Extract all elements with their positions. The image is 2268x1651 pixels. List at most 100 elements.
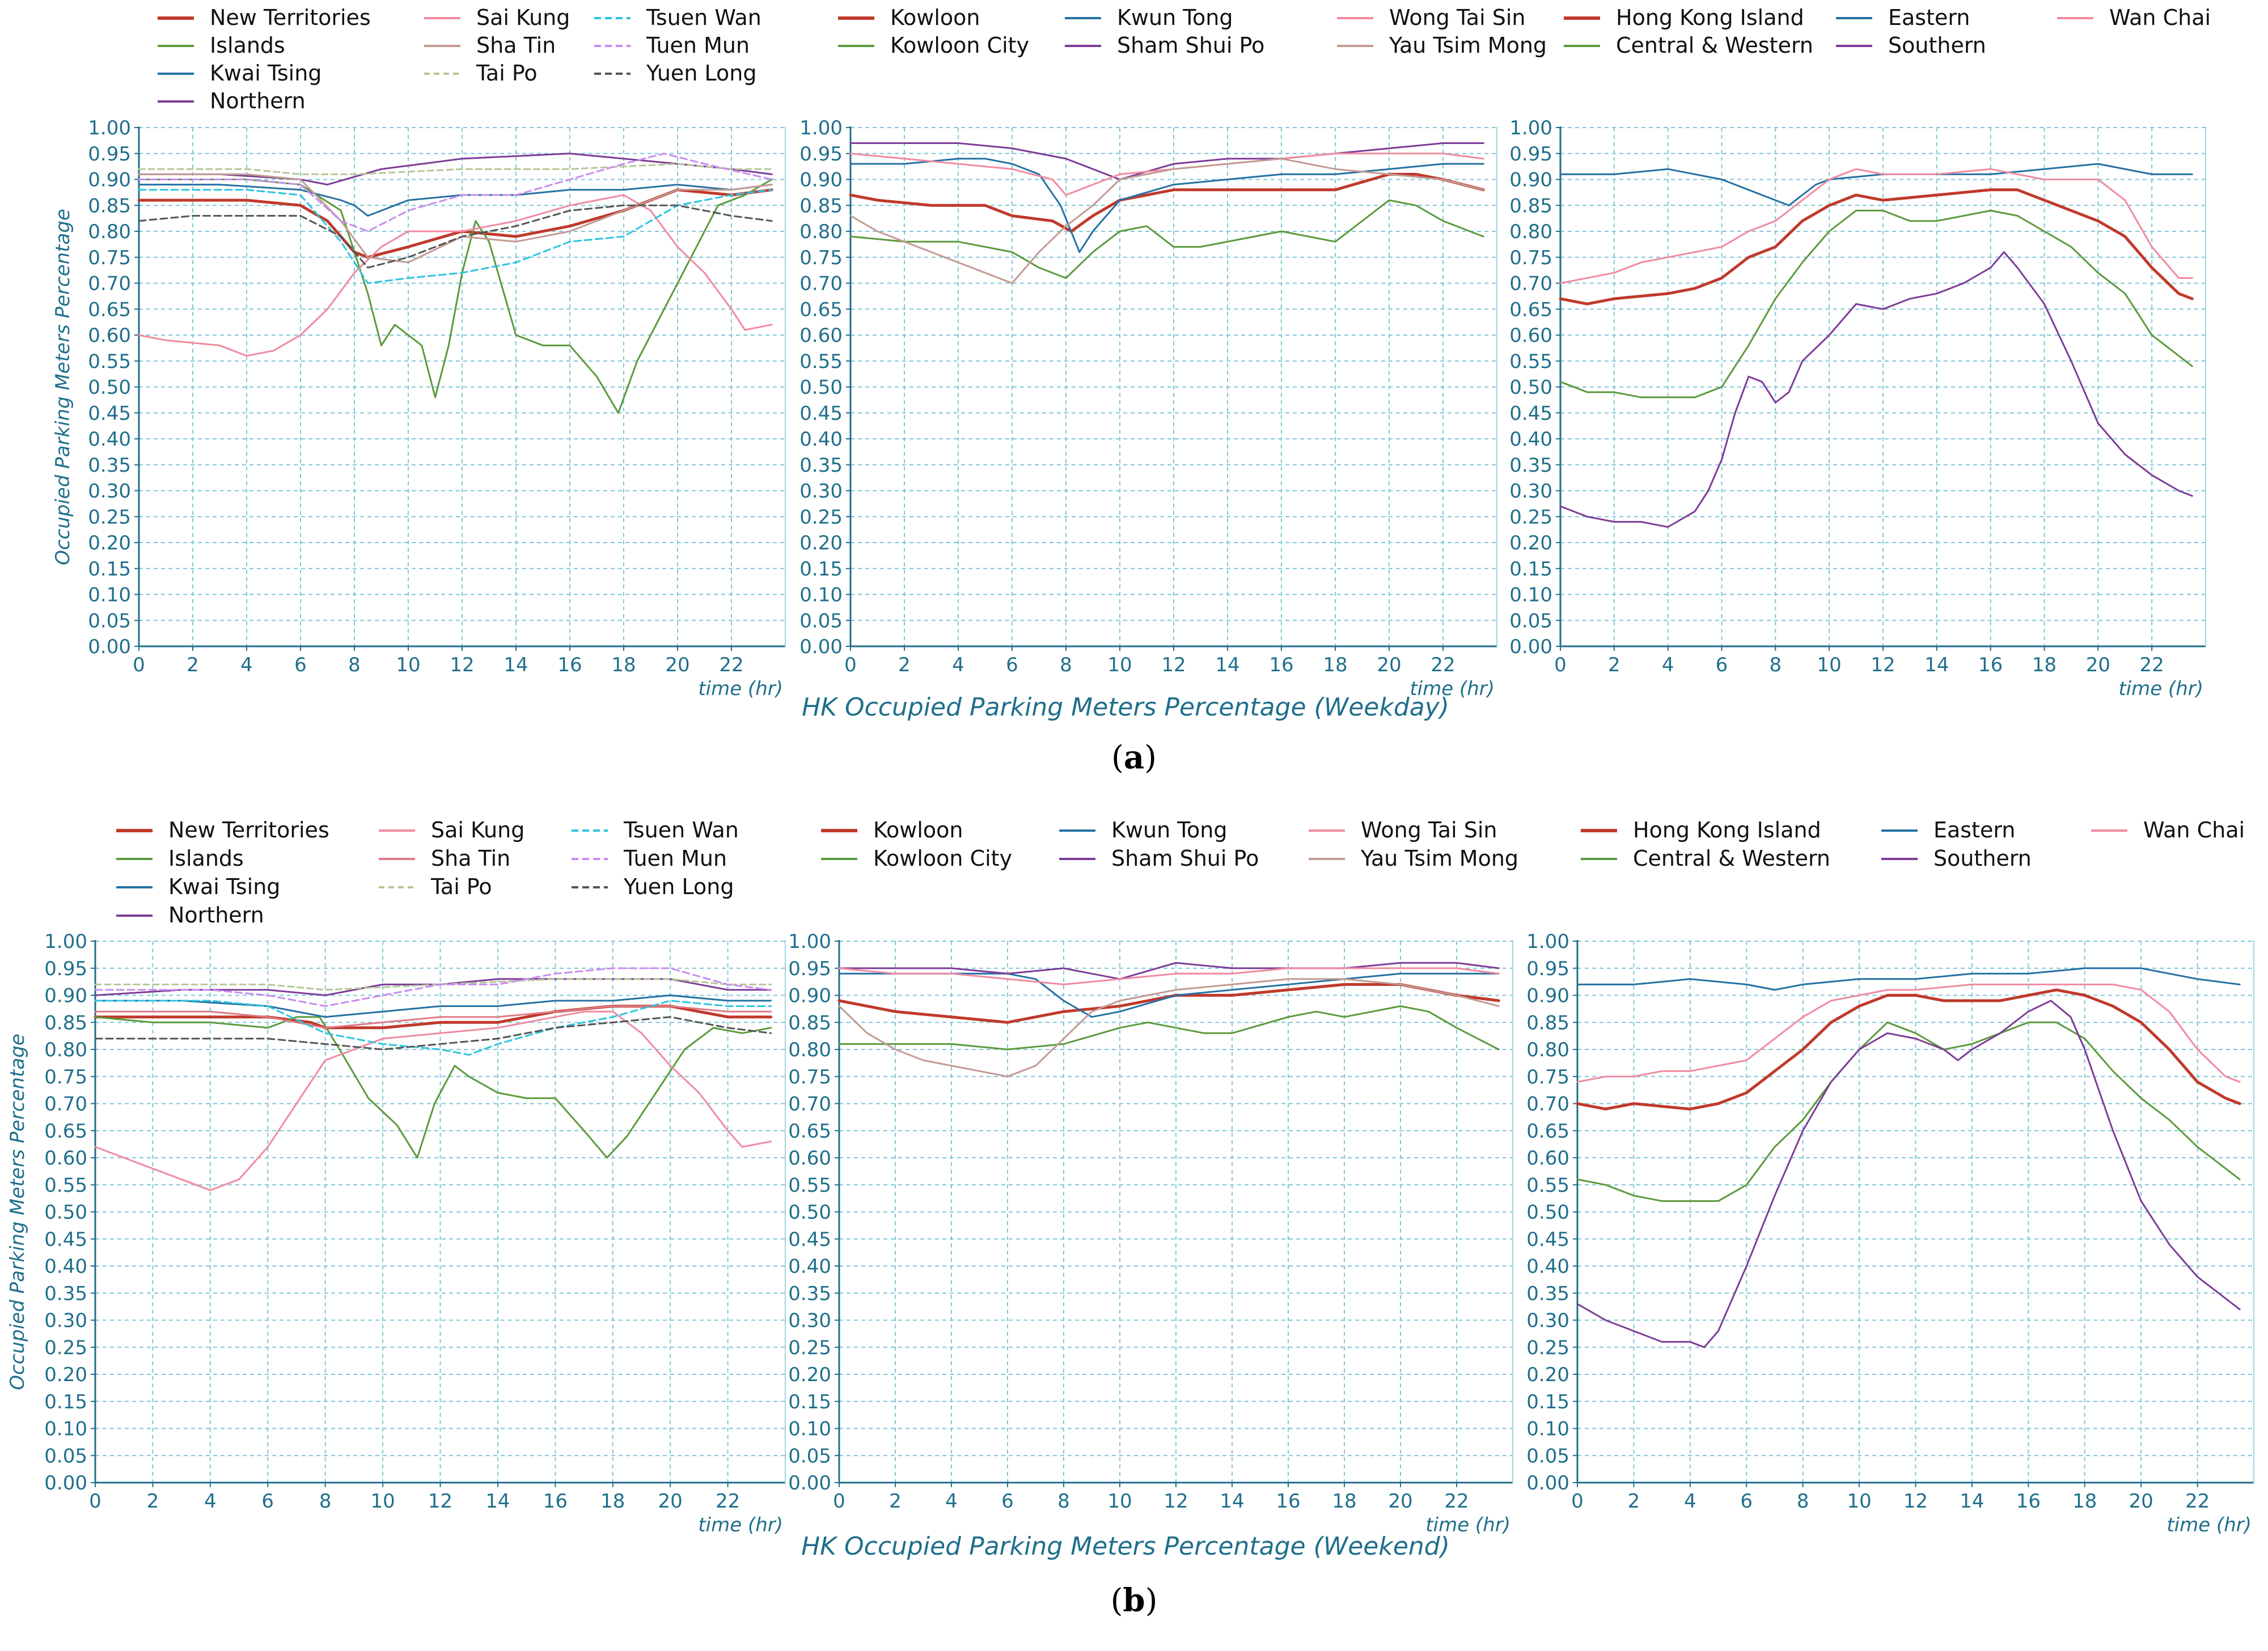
y-tick-label: 0.25 (44, 1336, 87, 1359)
x-tick-label: 12 (450, 654, 474, 676)
legend-label-sai-kung: Sai Kung (476, 5, 570, 30)
series-line-kwai-tsing (138, 184, 773, 217)
legend-label-kwun-tong: Kwun Tong (1111, 818, 1227, 843)
x-tick-label: 2 (147, 1490, 159, 1513)
x-axis-label: time (hr) (2167, 1514, 2252, 1536)
y-tick-label: 0.60 (44, 1147, 87, 1170)
legend-label-southern: Southern (1888, 33, 1986, 58)
x-tick-label: 10 (396, 654, 420, 676)
y-tick-label: 0.80 (88, 221, 131, 243)
x-tick-label: 0 (1554, 654, 1567, 676)
x-tick-label: 8 (319, 1490, 332, 1513)
series-line-central-and-western (1559, 209, 2193, 399)
x-tick-label: 16 (1269, 654, 1293, 676)
x-tick-label: 4 (945, 1490, 958, 1513)
legend-label-yuen-long: Yuen Long (646, 61, 756, 86)
legend-label-kowloon-city: Kowloon City (890, 33, 1029, 58)
legend-label-kowloon: Kowloon (873, 818, 963, 843)
x-tick-label: 2 (1608, 654, 1620, 676)
x-tick-label: 20 (665, 654, 689, 676)
legend-label-new-territories: New Territories (168, 818, 329, 843)
y-tick-label: 0.90 (44, 985, 87, 1007)
y-tick-label: 0.50 (1526, 1201, 1569, 1224)
y-tick-label: 0.90 (1526, 985, 1569, 1007)
series-line-tsuen-wan (94, 1000, 772, 1056)
y-tick-label: 0.00 (88, 636, 131, 658)
y-tick-label: 0.05 (1509, 609, 1552, 632)
series-line-yuen-long (94, 1016, 772, 1051)
y-tick-label: 0.40 (1509, 428, 1552, 451)
y-tick-label: 0.20 (88, 532, 131, 554)
legend-label-yuen-long: Yuen Long (623, 874, 734, 899)
x-tick-label: 10 (1847, 1490, 1871, 1513)
x-tick-label: 22 (1431, 654, 1455, 676)
y-tick-label: 0.30 (799, 480, 843, 503)
series-line-kowloon (849, 172, 1485, 233)
chart-title: HK Occupied Parking Meters Percentage (W… (801, 1532, 1450, 1561)
y-tick-label: 0.75 (1509, 247, 1552, 269)
y-tick-label: 0.60 (88, 324, 131, 347)
legend-label-yau-tsim-mong: Yau Tsim Mong (1360, 846, 1518, 871)
x-tick-label: 12 (1871, 654, 1895, 676)
x-tick-label: 22 (719, 654, 743, 676)
y-tick-label: 0.95 (1526, 958, 1569, 980)
legend-label-wong-tai-sin: Wong Tai Sin (1361, 818, 1497, 843)
x-tick-label: 2 (889, 1490, 902, 1513)
y-tick-label: 0.25 (788, 1336, 831, 1359)
x-tick-label: 14 (1215, 654, 1239, 676)
y-tick-label: 0.90 (788, 985, 831, 1007)
y-tick-label: 0.55 (799, 350, 843, 373)
y-tick-label: 0.85 (1509, 194, 1552, 217)
x-tick-label: 16 (2016, 1490, 2041, 1513)
caption-letter: b (1123, 1582, 1145, 1619)
series-line-sai-kung (94, 1010, 772, 1191)
y-tick-label: 0.90 (1509, 169, 1552, 192)
legend-label-hong-kong-island: Hong Kong Island (1633, 818, 1821, 843)
x-tick-label: 14 (1960, 1490, 1984, 1513)
y-tick-label: 0.30 (1526, 1310, 1569, 1332)
x-tick-label: 22 (2185, 1490, 2210, 1513)
caption-paren-close: ) (1144, 739, 1157, 776)
x-tick-label: 18 (1332, 1490, 1356, 1513)
legend-label-central-and-western: Central & Western (1633, 846, 1830, 871)
series-line-yau-tsim-mong (849, 158, 1484, 284)
y-tick-label: 0.45 (799, 402, 843, 425)
legend-label-tai-po: Tai Po (430, 874, 492, 899)
series-line-southern (1559, 251, 2193, 528)
x-tick-label: 4 (204, 1490, 217, 1513)
y-tick-label: 0.85 (799, 194, 843, 217)
legend-label-kowloon: Kowloon (890, 5, 980, 30)
y-tick-label: 0.00 (1526, 1472, 1569, 1495)
y-tick-label: 0.45 (44, 1228, 87, 1251)
y-tick-label: 0.40 (44, 1255, 87, 1278)
y-tick-label: 0.70 (1509, 273, 1552, 295)
x-tick-label: 0 (833, 1490, 845, 1513)
legend-label-southern: Southern (1933, 846, 2032, 871)
x-tick-label: 18 (611, 654, 636, 676)
x-tick-label: 10 (370, 1490, 395, 1513)
x-tick-label: 14 (1924, 654, 1949, 676)
y-tick-label: 0.45 (1509, 402, 1552, 425)
y-tick-label: 0.35 (799, 454, 843, 477)
legend-label-islands: Islands (168, 846, 244, 871)
x-tick-label: 6 (1716, 654, 1728, 676)
y-tick-label: 0.90 (799, 169, 843, 192)
y-tick-label: 0.35 (44, 1282, 87, 1305)
y-tick-label: 0.75 (788, 1066, 831, 1089)
y-tick-label: 0.15 (788, 1391, 831, 1413)
y-tick-label: 0.00 (44, 1472, 87, 1495)
x-tick-label: 10 (1107, 654, 1132, 676)
y-tick-label: 1.00 (88, 117, 131, 139)
y-tick-label: 0.45 (1526, 1228, 1569, 1251)
y-tick-label: 0.20 (1509, 532, 1552, 554)
y-tick-label: 0.80 (799, 221, 843, 243)
y-tick-label: 0.90 (88, 169, 131, 192)
legend-label-tai-po: Tai Po (476, 61, 538, 86)
x-tick-label: 16 (557, 654, 582, 676)
legend-label-sham-shui-po: Sham Shui Po (1117, 33, 1264, 58)
y-tick-label: 0.10 (788, 1418, 831, 1441)
y-tick-label: 0.35 (788, 1282, 831, 1305)
legend-label-wan-chai: Wan Chai (2109, 5, 2211, 30)
legend-label-kwun-tong: Kwun Tong (1117, 5, 1233, 30)
legend-label-sai-kung: Sai Kung (431, 818, 524, 843)
